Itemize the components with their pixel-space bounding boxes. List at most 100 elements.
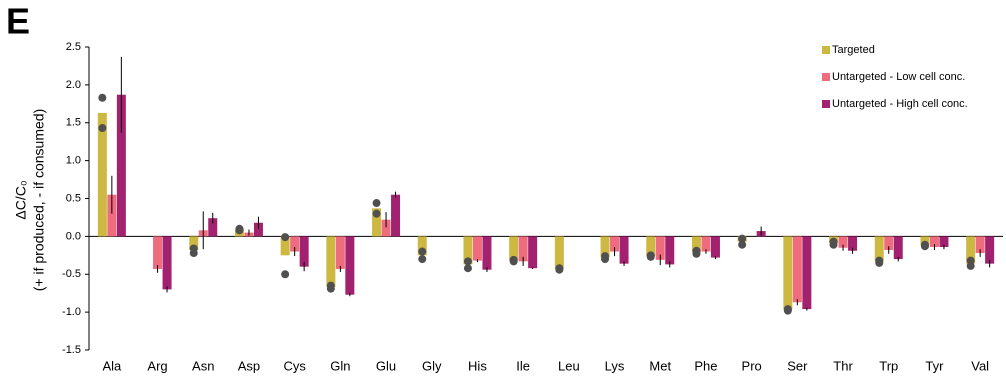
x-tick-label: Ala	[102, 358, 122, 373]
y-tick-label: -1.0	[62, 306, 81, 318]
bar	[975, 236, 985, 254]
data-point	[920, 242, 929, 251]
x-tick-label: Asn	[192, 358, 214, 373]
data-point	[692, 249, 701, 258]
bar	[472, 236, 482, 261]
bar	[253, 222, 263, 237]
x-tick-label: Met	[649, 358, 671, 373]
bar	[783, 236, 793, 310]
x-tick-label: Ile	[516, 358, 530, 373]
bar	[518, 236, 528, 262]
data-point	[463, 264, 472, 273]
bar	[985, 236, 995, 264]
data-point	[646, 252, 655, 261]
x-tick-label: His	[468, 358, 487, 373]
x-tick-label: Phe	[694, 358, 717, 373]
data-point	[98, 124, 107, 133]
data-point	[966, 261, 975, 270]
bar	[610, 236, 620, 252]
bar	[509, 236, 519, 261]
data-point	[372, 209, 381, 218]
bar	[326, 236, 336, 288]
bar	[929, 236, 939, 247]
bar	[528, 236, 538, 269]
bar	[107, 194, 117, 237]
y-tick-label: 0.5	[66, 192, 81, 204]
bar	[290, 236, 300, 252]
bar	[482, 236, 492, 270]
data-point	[189, 249, 198, 258]
data-point	[463, 257, 472, 266]
bar	[619, 236, 629, 264]
bar	[884, 236, 894, 251]
bar	[600, 236, 610, 258]
data-point	[281, 270, 290, 279]
x-tick-label: Gly	[422, 358, 442, 373]
x-tick-label: Ser	[787, 358, 808, 373]
panel-label: E	[6, 1, 30, 42]
x-tick-label: Val	[971, 358, 989, 373]
x-tick-label: Pro	[742, 358, 762, 373]
data-point	[235, 226, 244, 235]
bar	[208, 218, 218, 237]
bar	[646, 236, 656, 257]
legend-label: Untargeted - Low cell conc.	[832, 71, 965, 83]
bar	[391, 194, 401, 237]
y-axis-label: ΔC/C₀	[13, 180, 29, 219]
legend-label: Targeted	[832, 44, 875, 56]
data-point	[783, 306, 792, 315]
bar	[299, 236, 309, 267]
bar	[153, 236, 163, 269]
bar	[792, 236, 802, 303]
y-tick-label: -1.5	[62, 344, 81, 356]
data-point	[281, 233, 290, 242]
data-point	[601, 255, 610, 264]
bar	[966, 236, 976, 264]
x-tick-label: Glu	[376, 358, 396, 373]
data-point	[372, 199, 381, 208]
legend-swatch	[822, 100, 830, 108]
x-tick-label: Cys	[283, 358, 306, 373]
data-point	[829, 240, 838, 249]
x-tick-label: Gln	[330, 358, 350, 373]
bar	[848, 236, 858, 251]
data-point	[738, 234, 747, 243]
data-point	[509, 257, 518, 266]
x-tick-label: Lys	[605, 358, 625, 373]
legend-label: Untargeted - High cell conc.	[832, 98, 968, 110]
y-tick-label: 1.5	[66, 117, 81, 129]
bar	[463, 236, 473, 265]
x-tick-label: Arg	[147, 358, 167, 373]
y-tick-label: 1.0	[66, 155, 81, 167]
data-point	[555, 265, 564, 274]
bar	[97, 112, 107, 237]
bar	[381, 219, 391, 237]
bar	[893, 236, 903, 260]
data-point	[418, 247, 427, 256]
data-point	[326, 284, 335, 293]
bar	[710, 236, 720, 258]
bar	[162, 236, 172, 290]
bar	[701, 236, 711, 252]
x-tick-label: Trp	[879, 358, 898, 373]
bar	[691, 236, 701, 253]
bar	[417, 236, 427, 256]
bar	[838, 236, 848, 248]
legend-swatch	[822, 46, 830, 54]
data-point	[738, 240, 747, 249]
bar	[280, 236, 290, 256]
y-tick-label: 2.0	[66, 79, 81, 91]
data-point	[875, 258, 884, 267]
y-tick-label: 0.0	[66, 230, 81, 242]
bar	[335, 236, 345, 269]
y-tick-label: 2.5	[66, 41, 81, 53]
data-point	[418, 255, 427, 264]
data-point	[98, 93, 107, 102]
x-tick-label: Tyr	[925, 358, 944, 373]
bar	[372, 208, 382, 237]
bar	[116, 94, 126, 237]
bar	[655, 236, 665, 260]
bar	[345, 236, 355, 295]
x-tick-label: Leu	[558, 358, 580, 373]
